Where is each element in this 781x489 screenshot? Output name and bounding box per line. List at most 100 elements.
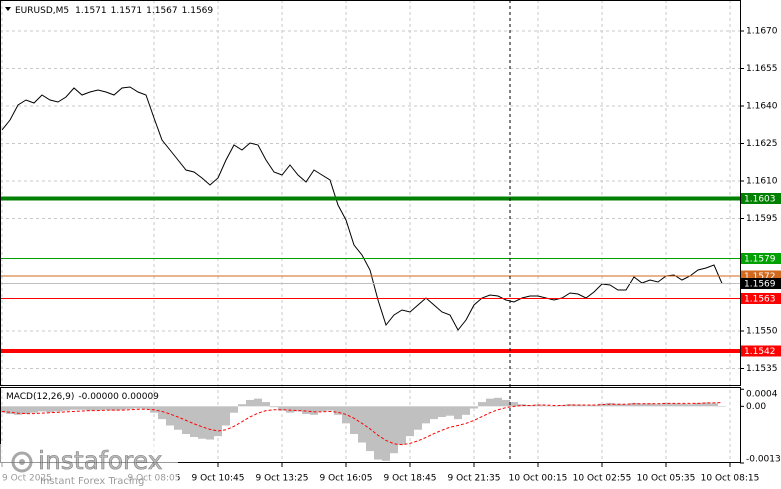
- macd-bar: [126, 406, 134, 409]
- y-tick-label: 1.1670: [746, 27, 778, 37]
- watermark: instaforex Instant Forex Tracing: [0, 444, 178, 489]
- y-tick-label: -0.00133: [746, 455, 781, 465]
- macd-bar: [350, 406, 358, 435]
- macd-bar: [134, 406, 142, 409]
- indicator-name: MACD(12,26,9): [6, 392, 74, 402]
- macd-bar: [446, 406, 454, 416]
- symbol: EURUSD,M5: [15, 6, 69, 16]
- macd-bar: [246, 399, 254, 407]
- level-label-box: [741, 193, 781, 204]
- macd-bar: [454, 406, 462, 420]
- macd-bar: [662, 402, 670, 407]
- macd-bar: [222, 406, 230, 426]
- x-tick-label: 9 Oct 10:45: [192, 474, 245, 484]
- macd-bar: [694, 402, 702, 407]
- macd-bar: [686, 404, 694, 407]
- open: 1.1571: [75, 6, 107, 16]
- macd-bar: [406, 406, 414, 437]
- x-tick-label: 10 Oct 05:35: [637, 474, 696, 484]
- y-tick-label: 1.1640: [746, 102, 778, 112]
- macd-bar: [6, 406, 14, 414]
- x-tick-label: 10 Oct 08:15: [701, 474, 760, 484]
- macd-bar: [502, 399, 510, 407]
- macd-bar: [190, 406, 198, 438]
- level-label: 1.1603: [744, 195, 776, 205]
- macd-bar: [310, 406, 318, 415]
- macd-bar: [358, 406, 366, 443]
- y-tick-label: 1.1655: [746, 64, 778, 74]
- watermark-tagline: Instant Forex Tracing: [40, 476, 144, 487]
- macd-bar: [214, 406, 222, 437]
- macd-bar: [550, 406, 558, 407]
- level-label: 1.1542: [744, 347, 776, 357]
- macd-bar: [238, 404, 246, 407]
- macd-bar: [438, 406, 446, 417]
- macd-bar: [62, 406, 70, 411]
- macd-bar: [230, 406, 238, 413]
- x-tick-label: 9 Oct 21:35: [448, 474, 501, 484]
- x-tick-label: 9 Oct 13:25: [256, 474, 309, 484]
- macd-bar: [302, 406, 310, 414]
- macd-bar: [30, 406, 38, 413]
- macd-bar: [382, 406, 390, 461]
- y-tick-label: 1.1610: [746, 177, 778, 187]
- macd-bar: [678, 403, 686, 407]
- watermark-logo-core: [19, 459, 25, 465]
- macd-bar: [102, 406, 110, 410]
- macd-bar: [462, 406, 470, 415]
- macd-bar: [94, 406, 102, 411]
- macd-bar: [486, 398, 494, 407]
- y-tick-label: 1.1550: [746, 327, 778, 337]
- macd-bar: [86, 406, 94, 411]
- macd-bar: [422, 406, 430, 424]
- macd-bar: [166, 406, 174, 426]
- close: 1.1569: [182, 6, 214, 16]
- macd-bar: [622, 404, 630, 407]
- level-label: 1.1563: [744, 295, 776, 305]
- macd-bar: [670, 403, 678, 407]
- watermark-logo: [11, 451, 33, 473]
- macd-bar: [14, 406, 22, 415]
- macd-bar: [110, 406, 118, 411]
- level-label-box: [741, 270, 781, 282]
- level-label-box: [741, 345, 781, 357]
- macd-bar: [0, 406, 6, 413]
- symbol-menu-icon: [5, 7, 11, 11]
- macd-bar: [390, 406, 398, 454]
- level-label-box: [741, 253, 781, 264]
- macd-bar: [430, 406, 438, 420]
- y-tick-label: 1.1535: [746, 364, 778, 374]
- macd-bar: [174, 406, 182, 430]
- macd-bar: [654, 404, 662, 407]
- macd-bar: [542, 405, 550, 407]
- level-label-box: [741, 278, 781, 289]
- x-tick-label: 9 Oct 18:45: [384, 474, 437, 484]
- level-label: 1.1579: [744, 255, 776, 265]
- macd-bar: [326, 406, 334, 411]
- watermark-name: instaforex: [38, 446, 163, 475]
- macd-bar: [118, 406, 126, 410]
- macd-bar: [646, 403, 654, 407]
- macd-bar: [54, 406, 62, 412]
- macd-bar: [342, 406, 350, 424]
- macd-bar: [630, 402, 638, 407]
- macd-bar: [710, 403, 718, 407]
- y-tick-label: 0.00: [746, 402, 766, 412]
- data-layer: [0, 86, 740, 461]
- macd-bar: [518, 404, 526, 407]
- macd-bar: [718, 406, 726, 407]
- main-panel-frame: [0, 0, 741, 386]
- macd-bar: [38, 406, 46, 412]
- macd-bar: [70, 406, 78, 410]
- chart-title: EURUSD,M5 1.1571 1.1571 1.1567 1.1569: [15, 6, 213, 16]
- macd-bar: [206, 406, 214, 440]
- level-label: 1.1569: [744, 280, 776, 290]
- macd-bar: [470, 406, 478, 409]
- y-tick-label: 1.1595: [746, 214, 778, 224]
- macd-bar: [398, 406, 406, 445]
- level-label-box: [741, 293, 781, 304]
- macd-bar: [582, 405, 590, 407]
- macd-bar: [294, 406, 302, 412]
